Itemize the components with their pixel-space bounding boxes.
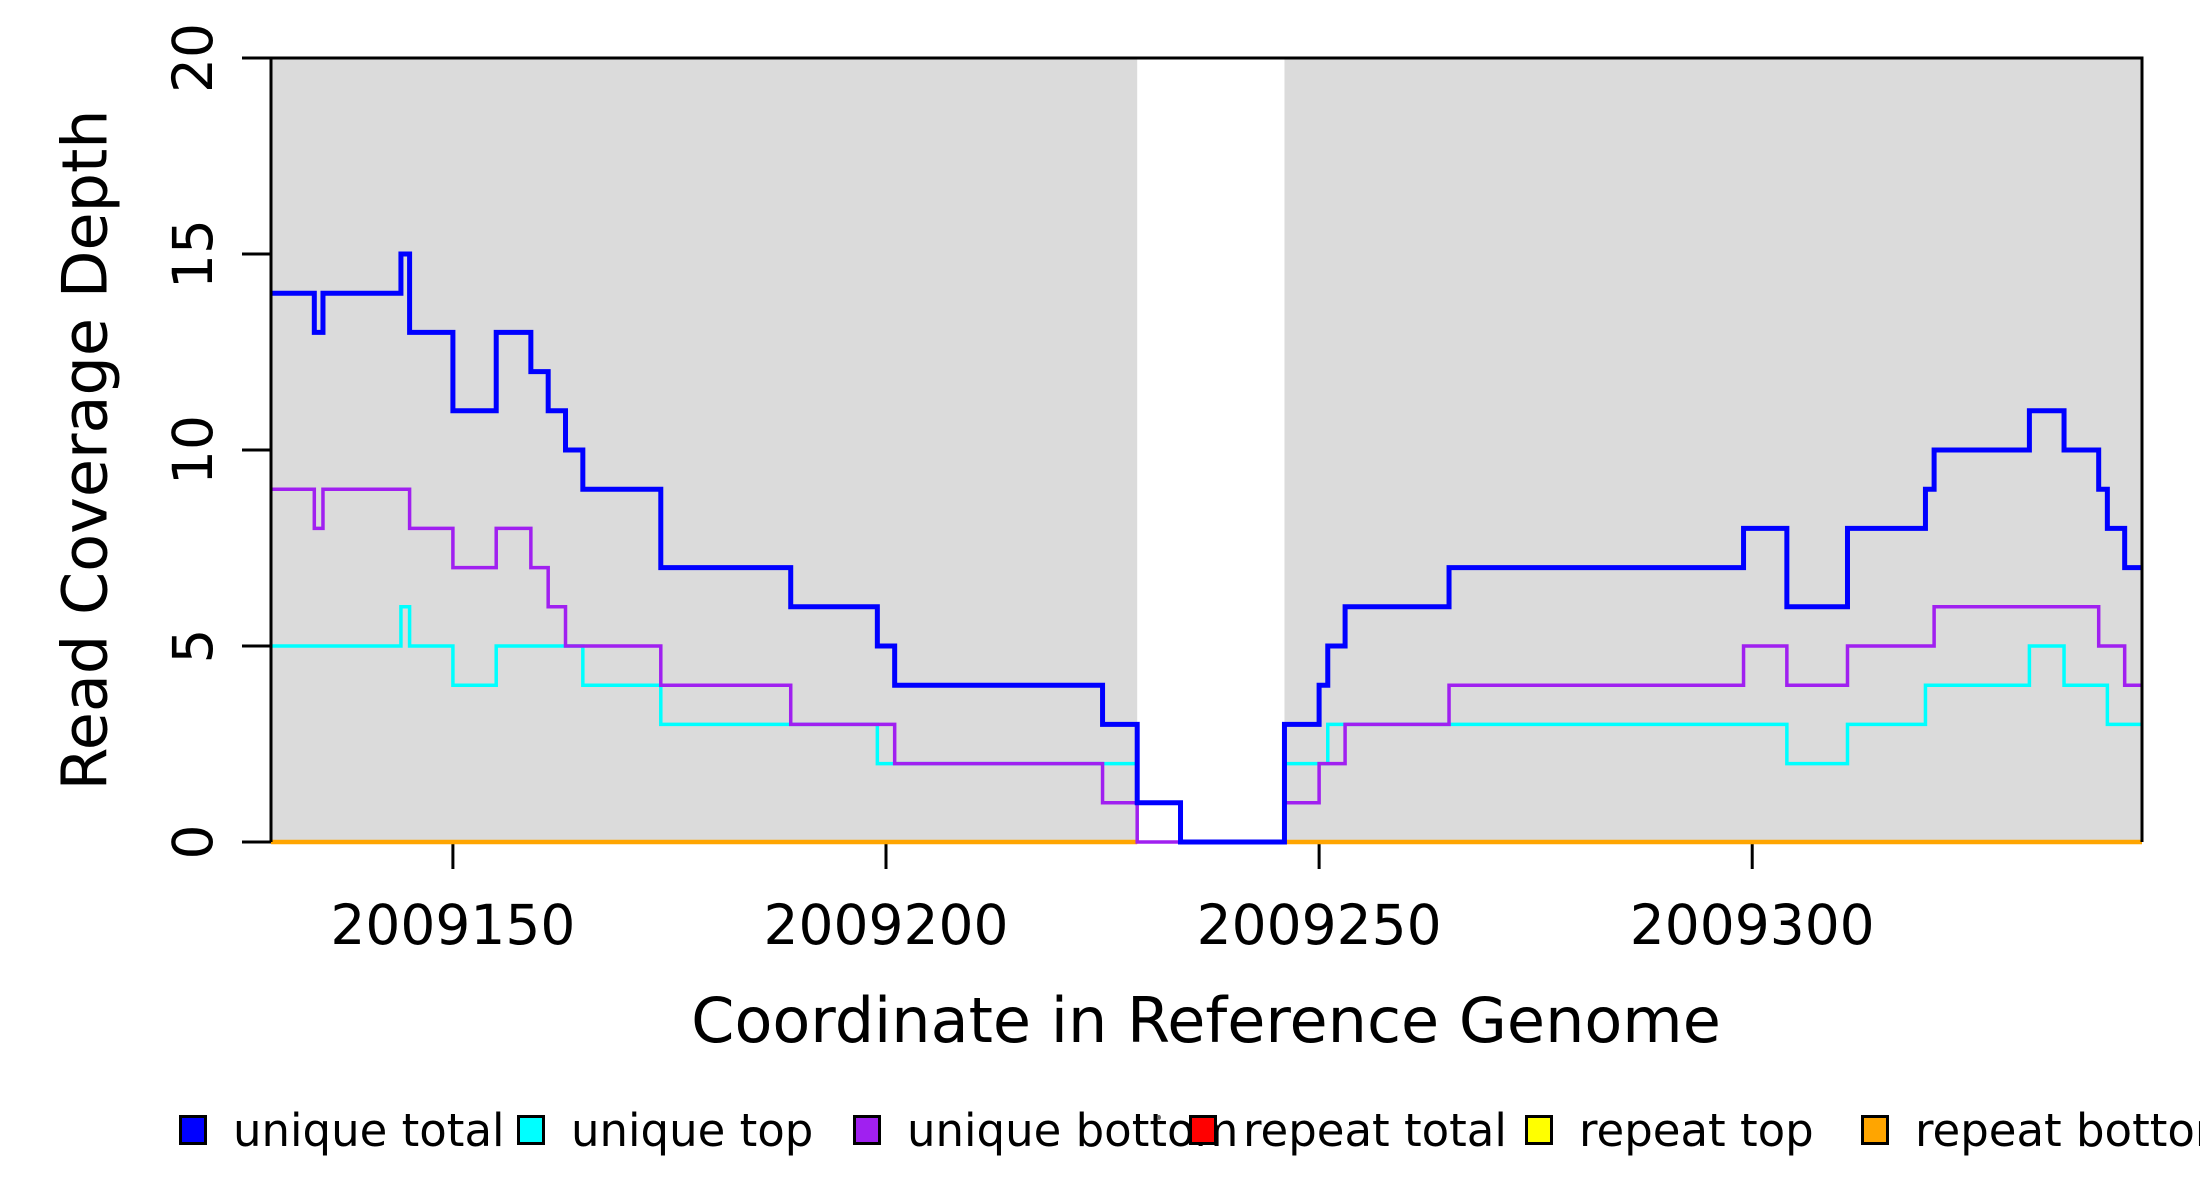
- plot-box: [269, 56, 2144, 842]
- legend-swatch-icon: [1189, 1115, 1217, 1145]
- legend-item-repeat-total: repeat total: [1189, 1103, 1507, 1157]
- series-unique-total: [271, 251, 2142, 845]
- legend-label: unique bottom: [907, 1103, 1239, 1157]
- legend-label: unique total: [233, 1103, 505, 1157]
- y-tick-label: 0: [161, 824, 225, 860]
- legend-label: repeat bottom: [1915, 1103, 2200, 1157]
- legend-item-repeat-bottom: repeat bottom: [1861, 1103, 2200, 1157]
- x-tick-label: 2009150: [330, 893, 576, 957]
- x-tick-label: 2009250: [1196, 893, 1442, 957]
- legend-swatch-icon: [1525, 1115, 1553, 1145]
- legend-swatch-icon: [1861, 1115, 1889, 1145]
- x-axis-title: Coordinate in Reference Genome: [691, 984, 1721, 1057]
- legend-label: repeat total: [1243, 1103, 1507, 1157]
- artifact-dot: [1157, 1115, 1161, 1120]
- legend-swatch-icon: [853, 1115, 881, 1145]
- y-tick-label: 20: [161, 23, 225, 93]
- series-unique-bottom: [271, 487, 2142, 844]
- legend-item-repeat-top: repeat top: [1525, 1103, 1814, 1157]
- legend-swatch-icon: [517, 1115, 545, 1145]
- legend-label: unique top: [571, 1103, 814, 1157]
- y-tick-label: 15: [161, 219, 225, 289]
- y-axis-title: Read Coverage Depth: [48, 109, 122, 791]
- x-tick-label: 2009200: [763, 893, 1009, 957]
- y-tick-label: 10: [161, 415, 225, 485]
- y-tick-label: 5: [161, 628, 225, 664]
- shaded-region: [271, 58, 1138, 842]
- legend-item-unique-total: unique total: [179, 1103, 505, 1157]
- legend-item-unique-top: unique top: [517, 1103, 814, 1157]
- legend-swatch-icon: [179, 1115, 207, 1145]
- legend-label: repeat top: [1579, 1103, 1814, 1157]
- x-tick-label: 2009300: [1629, 893, 1875, 957]
- legend-item-unique-bottom: unique bottom: [853, 1103, 1239, 1157]
